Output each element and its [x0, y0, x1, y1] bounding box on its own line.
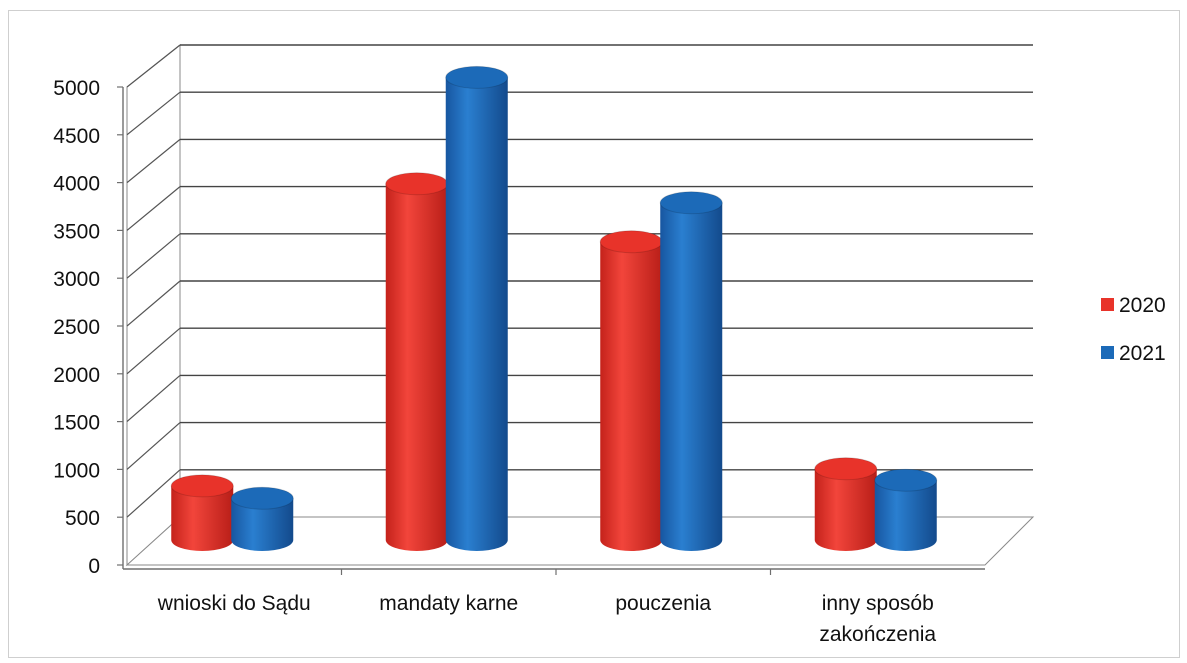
x-category-label: pouczenia	[615, 592, 711, 615]
y-tick-label: 5000	[53, 77, 100, 100]
gridline-wall	[126, 186, 181, 231]
bar	[230, 486, 294, 551]
y-tick-label: 1500	[53, 412, 100, 435]
y-tick-label: 2500	[53, 316, 100, 339]
gridline-wall	[126, 469, 181, 518]
legend-swatch	[1101, 298, 1114, 311]
gridline-wall	[126, 280, 181, 327]
bar	[445, 65, 509, 552]
bar	[874, 468, 938, 551]
bar	[659, 191, 723, 552]
bar	[814, 457, 878, 551]
bar	[385, 172, 449, 552]
legend: 2020 2021	[1101, 294, 1166, 365]
gridline-wall	[126, 422, 181, 470]
gridlines	[126, 44, 1033, 518]
y-axis-ticks: 0 500 1000 1500 2000 2500 3000 3500 4000 4500 5000	[53, 77, 123, 578]
y-tick-label: 3500	[53, 220, 100, 243]
y-tick-label: 3000	[53, 268, 100, 291]
gridline-wall	[126, 233, 181, 279]
y-tick-label: 500	[65, 507, 100, 530]
bars	[170, 65, 938, 552]
x-category-label: inny sposób	[822, 592, 934, 615]
y-tick-label: 4500	[53, 125, 100, 148]
gridline-wall	[126, 138, 181, 184]
gridline-wall	[126, 327, 181, 375]
x-category-label: wnioski do Sądu	[157, 592, 311, 615]
x-axis-labels: wnioski do Sądu mandaty karne pouczenia inn…	[157, 569, 936, 646]
y-tick-label: 4000	[53, 173, 100, 196]
x-category-label: zakończenia	[819, 623, 936, 646]
floor	[125, 516, 1035, 566]
y-tick-label: 0	[88, 555, 100, 578]
gridline-wall	[126, 91, 181, 136]
legend-label: 2020	[1119, 294, 1166, 317]
y-tick-label: 1000	[53, 459, 100, 482]
y-tick-label: 2000	[53, 364, 100, 387]
legend-label: 2021	[1119, 342, 1166, 365]
bar	[599, 230, 663, 551]
x-category-label: mandaty karne	[379, 592, 518, 615]
gridline-wall	[126, 44, 181, 88]
bar	[170, 474, 234, 551]
legend-swatch	[1101, 346, 1114, 359]
gridline-wall	[126, 374, 181, 423]
